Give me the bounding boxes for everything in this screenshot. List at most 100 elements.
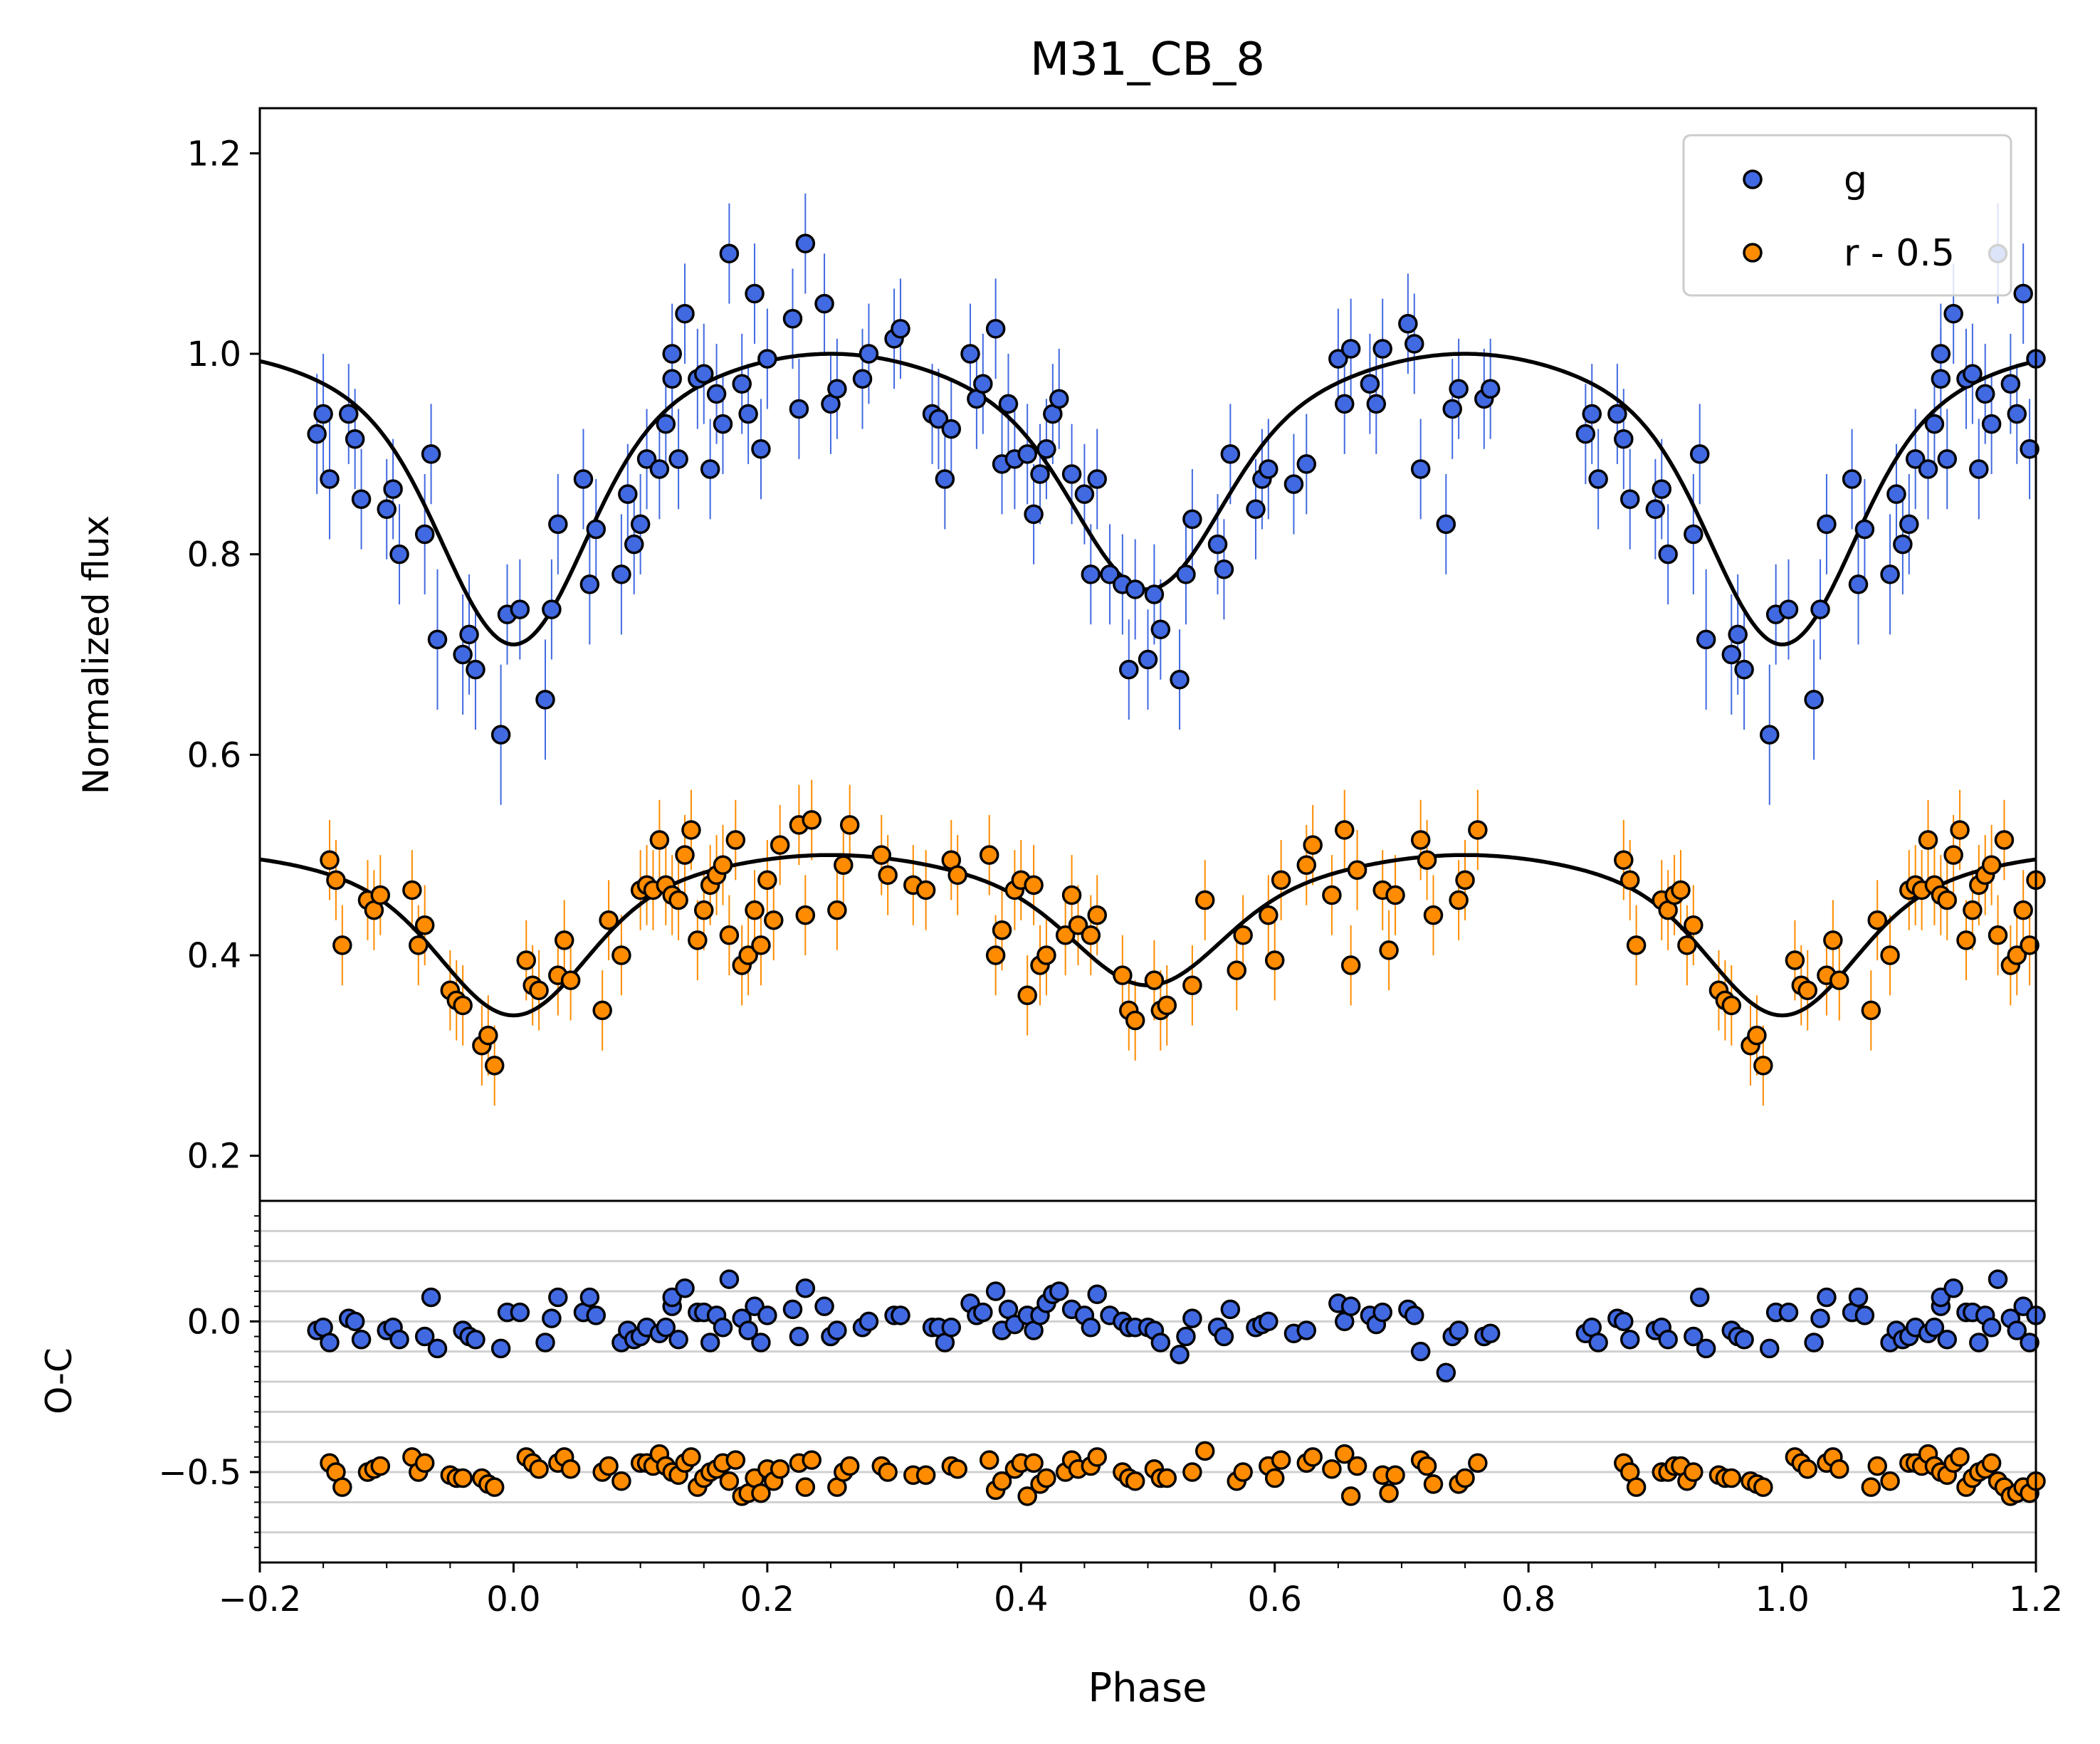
- r-data-point: [979, 845, 999, 865]
- r-residual-point: [560, 1459, 581, 1479]
- g-residual-point: [1924, 1318, 1945, 1338]
- g-residual-point: [1684, 1326, 1703, 1347]
- g-data-point: [1182, 509, 1202, 530]
- g-data-point: [1734, 659, 1754, 680]
- g-residual-point: [1296, 1320, 1317, 1340]
- g-data-point: [1817, 514, 1837, 535]
- g-residual-point: [1619, 1329, 1640, 1350]
- g-data-point: [351, 489, 372, 509]
- r-data-point: [1087, 905, 1107, 925]
- r-data-point: [947, 865, 967, 886]
- r-residual-point: [332, 1477, 352, 1497]
- g-residual-point: [1734, 1329, 1754, 1350]
- g-data-point: [1728, 624, 1748, 645]
- g-residual-point: [713, 1318, 733, 1338]
- g-data-point: [1924, 414, 1945, 434]
- g-data-point: [1436, 514, 1456, 535]
- r-data-point: [1684, 915, 1703, 935]
- g-data-point: [1119, 659, 1139, 680]
- r-residual-point: [1125, 1471, 1145, 1491]
- r-data-point: [834, 855, 854, 875]
- g-data-point: [852, 369, 873, 389]
- g-data-point: [1848, 574, 1869, 594]
- r-data-point: [1017, 985, 1037, 1006]
- r-data-point: [827, 900, 847, 920]
- g-data-point: [2007, 404, 2027, 424]
- r-residual-point: [1347, 1456, 1367, 1476]
- g-residual-point: [1049, 1281, 1069, 1301]
- r-residual-point: [979, 1450, 999, 1470]
- r-data-point: [1747, 1025, 1767, 1046]
- g-residual-point: [1848, 1287, 1869, 1308]
- g-data-point: [1689, 444, 1710, 464]
- r-data-point: [1753, 1056, 1773, 1076]
- g-data-point: [1937, 449, 1957, 469]
- r-residual-point: [1950, 1447, 1970, 1467]
- r-residual-point: [1182, 1462, 1202, 1482]
- g-residual-point: [859, 1311, 879, 1332]
- r-data-point: [1880, 945, 1900, 965]
- y-tick-label: 0.6: [187, 735, 241, 775]
- g-data-point: [1100, 564, 1120, 584]
- x-tick-label: −0.2: [219, 1580, 302, 1619]
- g-residual-point: [985, 1281, 1006, 1301]
- r-data-point: [1144, 970, 1165, 990]
- g-residual-point: [1449, 1320, 1469, 1340]
- g-data-point: [618, 484, 638, 504]
- r-data-point: [1322, 885, 1342, 905]
- legend-label-g: g: [1844, 159, 1867, 201]
- g-data-point: [732, 374, 752, 394]
- g-data-point: [307, 424, 327, 444]
- r-data-point: [1340, 955, 1361, 975]
- r-data-point: [2007, 945, 2027, 965]
- g-data-point: [1074, 484, 1095, 504]
- r-data-point: [725, 830, 746, 850]
- g-data-point: [675, 303, 695, 324]
- r-residual-point: [878, 1462, 898, 1482]
- r-data-point: [1259, 905, 1279, 925]
- g-data-point: [1975, 384, 1995, 404]
- x-tick-label: 1.0: [1755, 1580, 1809, 1619]
- r-data-point: [688, 930, 708, 950]
- g-residual-point: [1150, 1333, 1171, 1352]
- g-data-point: [1061, 464, 1082, 484]
- g-residual-point: [675, 1278, 695, 1298]
- r-residual-point: [751, 1483, 771, 1503]
- g-residual-point: [427, 1338, 448, 1359]
- g-residual-point: [1588, 1333, 1608, 1352]
- r-data-point: [370, 885, 391, 905]
- g-residual-point: [548, 1287, 568, 1308]
- r-residual-point: [1753, 1477, 1773, 1497]
- r-residual-point: [1626, 1477, 1647, 1497]
- g-residual-point: [1087, 1284, 1107, 1304]
- g-data-point: [662, 344, 682, 364]
- g-residual-point: [579, 1287, 600, 1308]
- r-residual-point: [1322, 1459, 1342, 1479]
- r-data-point: [1619, 870, 1640, 891]
- g-data-point: [713, 414, 733, 434]
- y-tick-label: 1.0: [187, 335, 241, 374]
- r-residual-point: [1423, 1474, 1444, 1494]
- r-data-point: [839, 815, 860, 835]
- g-residual-point: [1810, 1308, 1830, 1328]
- g-data-point: [1170, 669, 1190, 690]
- g-data-point: [427, 629, 448, 650]
- r-data-point: [1061, 885, 1082, 905]
- r-data-point: [1937, 890, 1957, 910]
- r-data-point: [611, 945, 631, 965]
- r-residual-point: [1468, 1453, 1488, 1474]
- g-data-point: [1899, 514, 1919, 535]
- r-data-point: [1227, 960, 1246, 980]
- x-tick-label: 0.8: [1501, 1580, 1555, 1619]
- r-data-point: [326, 870, 346, 891]
- r-data-point: [599, 910, 619, 930]
- g-data-point: [1721, 644, 1742, 665]
- g-data-point: [377, 499, 397, 520]
- g-residual-point: [2020, 1333, 2039, 1352]
- g-data-point: [985, 319, 1006, 339]
- g-data-point: [941, 419, 962, 439]
- g-residual-point: [1081, 1318, 1101, 1338]
- y-tick-label: 0.4: [187, 936, 241, 976]
- g-data-point: [1220, 444, 1241, 464]
- g-data-point: [421, 444, 441, 464]
